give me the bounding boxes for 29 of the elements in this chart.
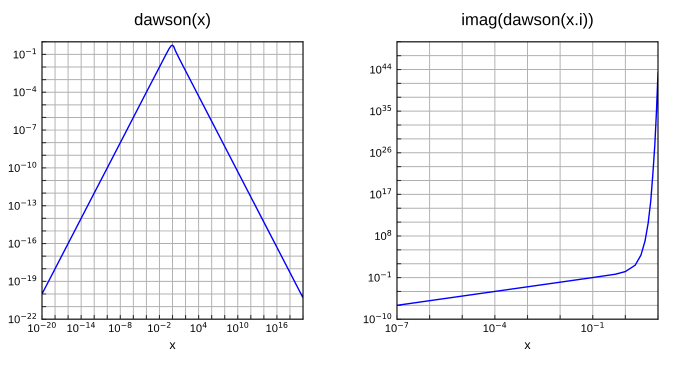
y-tick-label: 10$^{−1}$ [368, 272, 391, 282]
chart-title: dawson(x) [134, 13, 210, 29]
x-axis-title: x [170, 342, 176, 350]
x-tick-label: 10$^{−14}$ [67, 322, 95, 332]
x-tick-label: 10$^{−2}$ [148, 322, 170, 332]
y-tick-label: 10$^{−4}$ [14, 86, 36, 96]
y-tick-label: 10$^{−10}$ [364, 313, 392, 324]
x-tick-label: 10$^{−7}$ [386, 322, 408, 332]
y-tick-label: 10$^{−19}$ [8, 275, 36, 286]
y-tick-label: 10$^{−16}$ [8, 237, 36, 248]
y-tick-label: 10$^{−10}$ [8, 162, 36, 172]
x-tick-label: 10$^{−8}$ [108, 322, 132, 332]
y-tick-label: 10$^{−22}$ [8, 313, 36, 324]
x-tick-label: 10$^{10}$ [227, 322, 248, 332]
x-tick-label: 10$^{16}$ [266, 322, 288, 332]
x-tick-label: 10$^{−20}$ [28, 322, 56, 332]
y-tick-label: 10$^{−1}$ [14, 48, 36, 58]
y-tick-label: 10$^{17}$ [370, 188, 392, 198]
x-axis-title: x [524, 342, 530, 350]
y-tick-label: 10$^{−13}$ [8, 200, 36, 210]
chart-title: imag(dawson(x.i)) [462, 13, 593, 29]
x-tick-label: 10$^{−4}$ [484, 322, 506, 332]
y-tick-label: 10$^{8}$ [375, 230, 392, 240]
y-tick-label: 10$^{26}$ [370, 146, 392, 157]
y-tick-label: 10$^{35}$ [370, 105, 392, 116]
y-tick-label: 10$^{−7}$ [14, 124, 36, 134]
x-tick-label: 10$^{4}$ [190, 322, 207, 332]
x-tick-label: 10$^{−1}$ [581, 322, 604, 332]
y-tick-label: 10$^{44}$ [370, 64, 392, 74]
